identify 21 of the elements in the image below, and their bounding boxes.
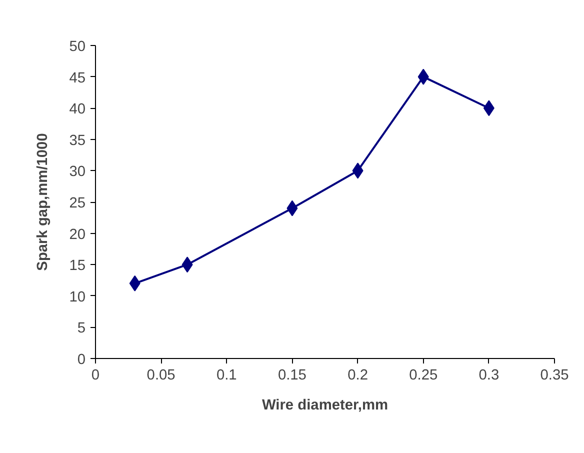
y-tick-label: 50	[69, 39, 86, 55]
x-tick-label: 0.1	[216, 368, 237, 384]
x-axis-title: Wire diameter,mm	[262, 398, 388, 414]
x-tick-label: 0	[91, 368, 100, 384]
x-tick-label: 0.15	[278, 368, 306, 384]
x-tick-label: 0.3	[478, 368, 500, 384]
y-tick-label: 0	[77, 352, 86, 368]
y-tick-label: 30	[69, 164, 86, 180]
y-tick-label: 45	[69, 70, 86, 86]
y-tick-label: 15	[69, 258, 86, 274]
y-tick-label: 20	[69, 226, 86, 243]
x-tick-label: 0.35	[540, 368, 569, 384]
y-tick-label: 40	[69, 102, 86, 118]
y-tick-label: 25	[69, 196, 86, 212]
x-tick-label: 0.2	[348, 368, 368, 384]
x-tick-label: 0.25	[409, 368, 438, 384]
y-tick-label: 35	[69, 132, 86, 149]
y-axis-title: Spark gap,mm/1000	[35, 133, 52, 271]
y-tick-label: 5	[77, 320, 86, 337]
x-tick-label: 0.05	[146, 368, 176, 384]
y-tick-label: 10	[69, 289, 86, 306]
